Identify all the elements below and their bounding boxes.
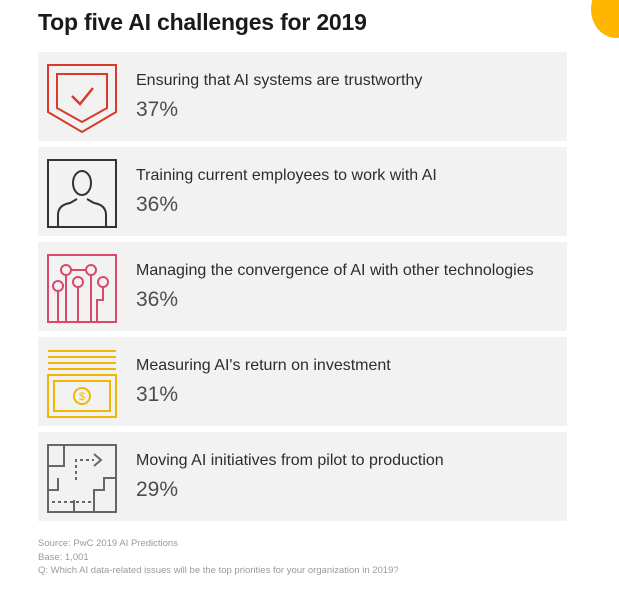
question-note: Q: Which AI data-related issues will be …	[38, 565, 399, 576]
base-note: Base: 1,001	[38, 551, 89, 563]
challenge-value: 31%	[136, 383, 179, 406]
footnotes: Source: PwC 2019 AI Predictions Base: 1,…	[38, 537, 399, 578]
challenge-list: Ensuring that AI systems are trustworthy…	[38, 52, 567, 527]
challenge-value: 36%	[136, 193, 179, 216]
chart-title: Top five AI challenges for 2019	[38, 9, 367, 35]
circuit-icon	[44, 250, 120, 326]
person-icon	[44, 155, 120, 231]
challenge-row-employees: Training current employees to work with …	[38, 147, 567, 236]
challenge-label: Managing the convergence of AI with othe…	[136, 262, 534, 279]
challenge-row-convergence: Managing the convergence of AI with othe…	[38, 242, 567, 331]
challenge-label: Moving AI initiatives from pilot to prod…	[136, 452, 444, 469]
challenge-value: 29%	[136, 478, 179, 501]
corner-accent-circle	[591, 0, 619, 38]
path-icon	[44, 440, 120, 516]
challenge-label: Training current employees to work with …	[136, 167, 437, 184]
source-note: Source: PwC 2019 AI Predictions	[38, 538, 178, 549]
challenge-row-trust: Ensuring that AI systems are trustworthy…	[38, 52, 567, 141]
challenge-label: Ensuring that AI systems are trustworthy	[136, 72, 423, 89]
challenge-row-pilot: Moving AI initiatives from pilot to prod…	[38, 432, 567, 521]
challenge-row-roi: $ Measuring AI's return on investment 31…	[38, 337, 567, 426]
money-icon: $	[44, 345, 120, 421]
challenge-value: 36%	[136, 288, 179, 311]
challenge-label: Measuring AI's return on investment	[136, 357, 391, 374]
svg-text:$: $	[79, 391, 85, 403]
challenge-value: 37%	[136, 98, 179, 121]
shield-check-icon	[44, 60, 120, 136]
